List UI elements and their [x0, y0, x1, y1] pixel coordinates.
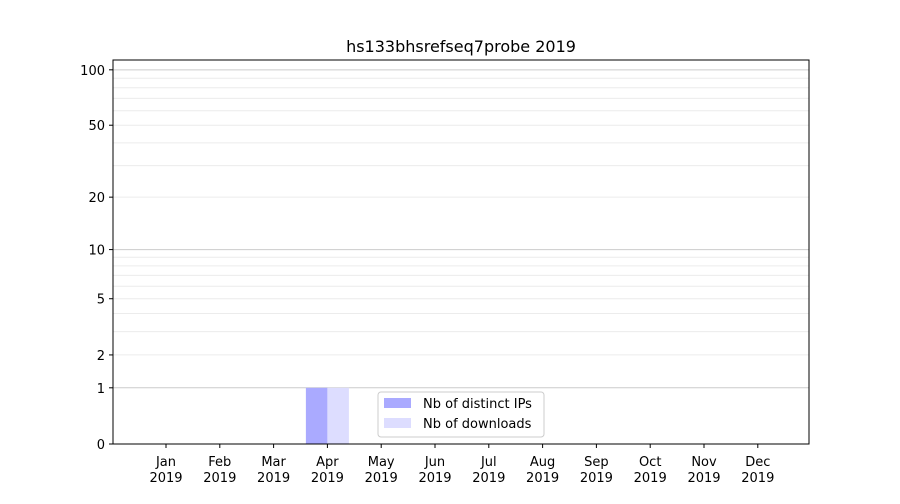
bar-nb-of-downloads — [327, 387, 349, 444]
legend-label: Nb of downloads — [423, 417, 532, 432]
x-tick-label: Mar 2019 — [257, 455, 290, 486]
axes-frame — [112, 59, 810, 445]
legend-label: Nb of distinct IPs — [423, 397, 532, 412]
x-tick-label: Feb 2019 — [203, 455, 236, 486]
y-tick-label: 1 — [97, 382, 105, 397]
x-tick-label: Nov 2019 — [687, 455, 720, 486]
chart-title: hs133bhsrefseq7probe 2019 — [346, 37, 576, 56]
x-tick-label: Apr 2019 — [311, 455, 344, 486]
x-tick-label: Jul 2019 — [472, 455, 505, 486]
y-tick-label: 2 — [97, 349, 105, 364]
x-tick-label: Jun 2019 — [418, 455, 451, 486]
y-tick-label: 0 — [97, 438, 105, 453]
x-tick-label: Sep 2019 — [580, 455, 613, 486]
bar-nb-of-distinct-ips — [305, 387, 328, 444]
y-tick-label: 50 — [88, 119, 105, 134]
y-tick-label: 10 — [88, 244, 105, 259]
legend-swatch — [384, 418, 411, 428]
x-tick-label: Dec 2019 — [741, 455, 774, 486]
y-tick-label: 5 — [97, 293, 105, 308]
x-tick-label: Aug 2019 — [526, 455, 559, 486]
x-tick-label: Jan 2019 — [149, 455, 182, 486]
legend-box — [377, 391, 545, 438]
y-tick-label: 20 — [88, 191, 105, 206]
x-tick-label: May 2019 — [365, 455, 398, 486]
x-tick-label: Oct 2019 — [634, 455, 667, 486]
y-tick-label: 100 — [80, 64, 105, 79]
legend-swatch — [384, 398, 411, 408]
